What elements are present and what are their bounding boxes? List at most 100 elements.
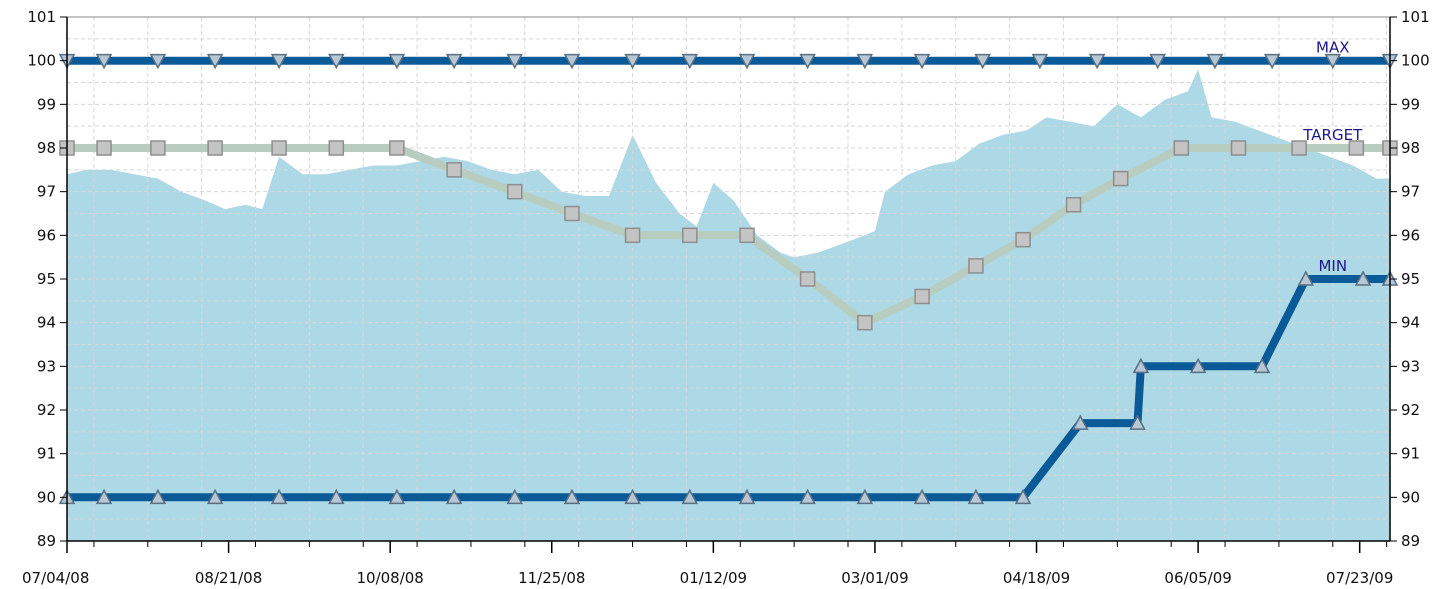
marker-target [682,227,698,244]
x-tick-label: 11/25/08 [518,569,585,587]
marker-min [95,488,113,505]
marker-target [624,227,641,244]
marker-max [1088,53,1106,70]
x-tick-label: 03/01/09 [841,569,908,587]
marker-target [1173,140,1190,156]
label-layer: MAX TARGET MIN [1302,39,1363,275]
marker-min [506,488,523,505]
marker-max [445,53,463,70]
marker-max [799,53,816,70]
marker-target [1348,140,1365,156]
marker-max [974,53,991,70]
marker-max [681,53,699,70]
marker-max [856,53,874,70]
x-tick-label: 07/23/09 [1326,569,1393,587]
y-tick-label-left: 96 [37,226,56,244]
y-tick-label-right: 97 [1401,183,1420,201]
marker-min [624,488,641,505]
y-tick-label-right: 99 [1401,95,1420,113]
axis-layer: 89 89 90 90 91 91 92 92 93 93 94 94 95 95 96 96 97 97 98 98… [22,8,1430,587]
marker-min [967,488,985,505]
y-tick-label-left: 100 [27,52,56,70]
y-tick-label-left: 92 [37,401,56,419]
area-fill [67,69,1390,542]
marker-max [913,53,931,70]
marker-target [328,140,345,156]
marker-max [1324,53,1342,70]
marker-min [1189,357,1207,374]
series-layer [58,53,1399,505]
marker-target [389,140,405,156]
marker-target [207,140,223,156]
marker-min [738,488,756,505]
marker-target [1065,197,1082,213]
y-tick-label-right: 92 [1401,401,1420,419]
marker-max [1206,53,1224,70]
y-tick-label-left: 91 [37,445,56,463]
marker-max [328,53,345,70]
y-tick-label-left: 101 [27,8,56,26]
y-tick-label-right: 96 [1401,226,1420,244]
series-line-min [67,275,1390,502]
marker-target [739,227,755,244]
marker-max [1149,53,1166,70]
y-tick-label-left: 97 [37,183,56,201]
x-tick-label: 04/18/09 [1003,569,1070,587]
series-label-max: MAX [1316,39,1349,57]
y-tick-label-left: 94 [37,314,56,332]
marker-min [856,488,874,505]
marker-min [1354,270,1372,286]
marker-min [1014,488,1032,505]
marker-min [1072,414,1089,430]
marker-target [799,271,816,287]
marker-min [328,488,345,505]
marker-target [150,140,166,156]
marker-max [206,53,224,70]
marker-max [624,53,641,70]
marker-target [914,288,930,305]
marker-target [1015,231,1031,248]
marker-max [563,53,581,70]
y-tick-label-right: 100 [1401,52,1430,70]
y-tick-label-right: 94 [1401,314,1420,332]
marker-min [913,488,931,505]
y-tick-label-left: 98 [37,139,56,157]
marker-min [799,488,816,505]
marker-max [270,53,288,70]
x-tick-label: 07/04/08 [22,569,89,587]
marker-max [1031,53,1049,70]
y-tick-label-right: 95 [1401,270,1420,288]
marker-target [1112,170,1129,187]
y-tick-label-left: 99 [37,95,56,113]
x-tick-label: 01/12/09 [680,569,747,587]
marker-min [1129,414,1146,430]
marker-min [1297,270,1315,286]
series-label-min: MIN [1318,257,1347,275]
y-tick-label-right: 93 [1401,357,1420,375]
marker-max [506,53,523,70]
marker-target [564,205,580,222]
marker-target [1291,140,1307,156]
marker-max [1263,53,1281,70]
y-tick-label-right: 98 [1401,139,1420,157]
marker-target [446,162,462,178]
marker-target [1230,140,1247,156]
marker-min [681,488,699,505]
y-tick-label-right: 89 [1401,532,1420,550]
area-layer [67,69,1390,542]
y-tick-label-right: 90 [1401,488,1420,506]
marker-max [95,53,113,70]
y-tick-label-left: 89 [37,532,56,550]
y-tick-label-right: 91 [1401,445,1420,463]
y-tick-label-left: 95 [37,270,56,288]
marker-target [857,314,873,331]
marker-min [563,488,581,505]
x-tick-label: 06/05/09 [1164,569,1231,587]
marker-target [506,183,523,200]
marker-min [206,488,224,505]
y-tick-label-left: 90 [37,488,56,506]
marker-min [1132,357,1150,374]
marker-max [738,53,756,70]
marker-min [149,488,167,505]
